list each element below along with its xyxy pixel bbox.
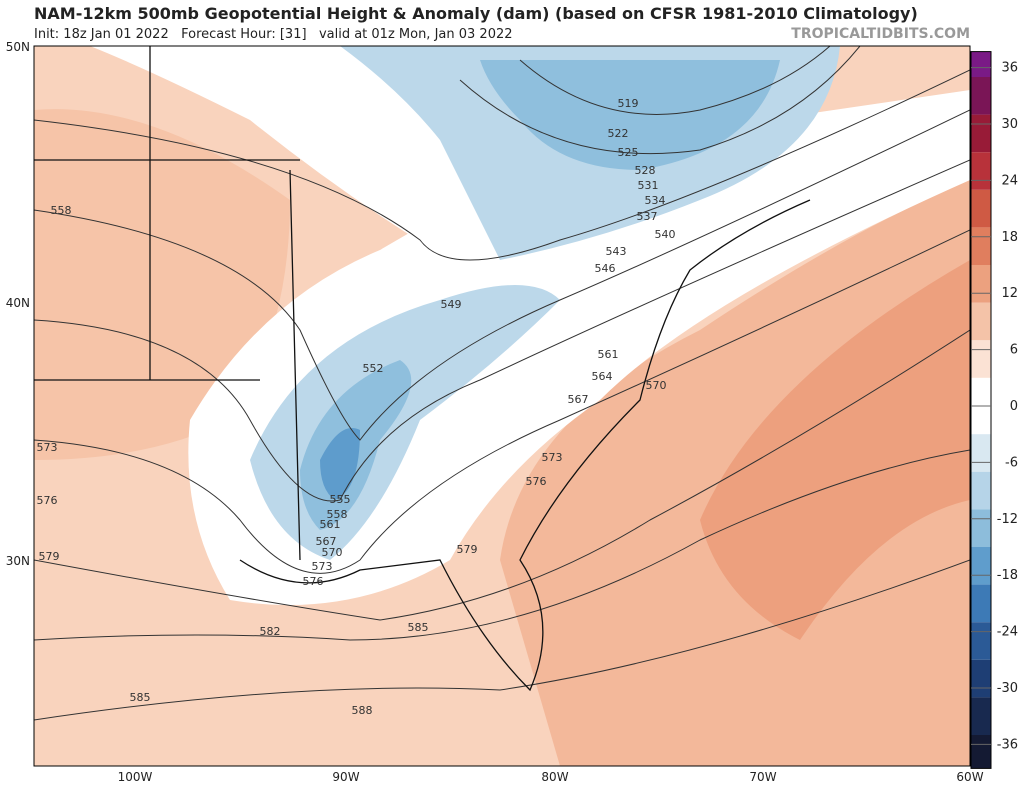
contour-label: 561 <box>320 518 341 531</box>
colorbar-label: 24 <box>1001 173 1018 188</box>
contour-label: 525 <box>618 146 639 159</box>
contour-label: 540 <box>655 228 676 241</box>
contour-label: 546 <box>595 262 616 275</box>
lon-label: 80W <box>541 770 568 784</box>
contour-label: 573 <box>312 560 333 573</box>
lon-label: 70W <box>749 770 776 784</box>
contour-label: 558 <box>51 204 72 217</box>
colorbar-label: -30 <box>997 681 1018 696</box>
contour-label: 528 <box>635 164 656 177</box>
contour-label: 519 <box>618 97 639 110</box>
colorbar-cell <box>971 152 991 190</box>
contour-label: 573 <box>37 441 58 454</box>
contour-label: 588 <box>352 704 373 717</box>
contour-label: 558 <box>327 508 348 521</box>
colorbar-label: 18 <box>1001 230 1018 245</box>
colorbar-label: 12 <box>1001 286 1018 301</box>
colorbar-label: -24 <box>997 625 1018 640</box>
contour-label: 561 <box>598 348 619 361</box>
colorbar-label: -36 <box>997 737 1018 752</box>
title: NAM-12km 500mb Geopotential Height & Ano… <box>34 4 918 23</box>
lat-label: 50N <box>6 40 30 54</box>
contour-label: 576 <box>303 575 324 588</box>
contour-label: 567 <box>316 535 337 548</box>
site: TROPICALTIDBITS.COM <box>791 26 970 42</box>
colorbar-cell <box>971 509 991 547</box>
contour-label: 579 <box>39 550 60 563</box>
colorbar-label: -18 <box>997 568 1018 583</box>
colorbar-cell <box>971 114 991 153</box>
contour-label: 522 <box>608 127 629 140</box>
colorbar-label: 36 <box>1001 61 1018 76</box>
contour-label: 579 <box>457 543 478 556</box>
colorbar-cell <box>971 547 991 585</box>
contour-label: 549 <box>441 298 462 311</box>
contour-label: 570 <box>646 379 667 392</box>
contour-label: 585 <box>408 621 429 634</box>
colorbar-cell <box>971 189 991 228</box>
colorbar-cell <box>971 51 991 77</box>
colorbar-cell <box>971 77 991 115</box>
colorbar-cell <box>971 471 991 510</box>
contour-label: 573 <box>542 451 563 464</box>
colorbar-cell <box>971 659 991 698</box>
colorbar-cell <box>971 265 991 303</box>
colorbar-cell <box>971 735 991 769</box>
lon-label: 60W <box>956 770 983 784</box>
colorbar-label: 6 <box>1010 343 1018 358</box>
colorbar-cell <box>971 434 991 472</box>
lat-label: 30N <box>6 554 30 568</box>
contour-label: 564 <box>592 370 613 383</box>
colorbar-frame <box>970 51 992 769</box>
contour-label: 534 <box>645 194 666 207</box>
lon-label: 90W <box>332 770 359 784</box>
colorbar-cell <box>971 302 991 341</box>
colorbar-cell <box>971 697 991 735</box>
contour-label: 531 <box>638 179 659 192</box>
lon-label: 100W <box>118 770 153 784</box>
colorbar-label: 0 <box>1010 399 1018 414</box>
contour-label: 537 <box>637 210 658 223</box>
contour-label: 582 <box>260 625 281 638</box>
map-frame <box>33 45 971 767</box>
colorbar-label: 30 <box>1001 117 1018 132</box>
colorbar-cell <box>971 584 991 623</box>
contour-label: 585 <box>130 691 151 704</box>
map-area <box>34 46 970 766</box>
colorbar-cell <box>971 227 991 265</box>
subtitle: Init: 18z Jan 01 2022 Forecast Hour: [31… <box>34 27 513 42</box>
contour-label: 576 <box>37 494 58 507</box>
colorbar-cell <box>971 340 991 378</box>
contour-label: 552 <box>363 362 384 375</box>
contour-label: 543 <box>606 245 627 258</box>
colorbar-cell <box>971 622 991 660</box>
colorbar-label: -6 <box>1005 455 1018 470</box>
contour-label: 576 <box>526 475 547 488</box>
lat-label: 40N <box>6 296 30 310</box>
contour-label: 570 <box>322 546 343 559</box>
contour-label: 555 <box>330 493 351 506</box>
contour-label: 567 <box>568 393 589 406</box>
colorbar-label: -12 <box>997 512 1018 527</box>
